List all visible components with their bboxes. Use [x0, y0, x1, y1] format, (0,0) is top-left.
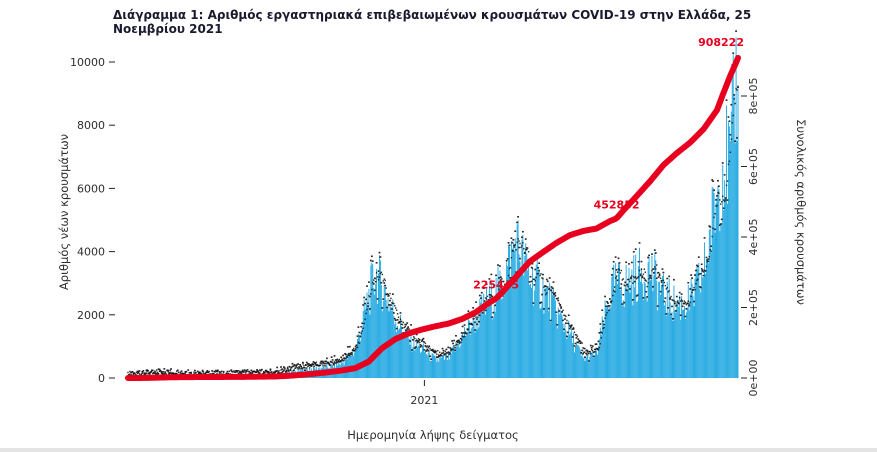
cumulative-annotation: 452852 [594, 198, 640, 211]
right-axis-tick-label: 6e+05 [747, 148, 760, 185]
left-axis-tick-label: 6000 [77, 182, 105, 195]
right-axis-tick-label: 4e+05 [747, 219, 760, 256]
right-axis-tick-label: 0e+00 [747, 360, 760, 397]
axes: 0 2000 4000 6000 8000 10000 0e+00 2e+05 4e+05 6e+… [70, 56, 760, 407]
left-axis-tick-label: 8000 [77, 119, 105, 132]
left-axis-tick-label: 4000 [77, 246, 105, 259]
cumulative-cases-line [125, 54, 741, 381]
annotations: 225445 452852 908222 [473, 36, 744, 292]
daily-cases-bars [127, 37, 739, 379]
right-axis-tick-label: 2e+05 [747, 289, 760, 326]
left-axis-tick-label: 10000 [70, 56, 105, 69]
page-edge [0, 448, 877, 452]
x-axis-tick-label: 2021 [410, 394, 438, 407]
x-axis-title: Ημερομηνία λήψης δείγματος [347, 428, 519, 442]
cumulative-annotation: 225445 [473, 279, 519, 292]
chart-title: Διάγραμμα 1: Αριθμός εργαστηριακά επιβεβ… [113, 8, 752, 36]
left-axis-tick-label: 2000 [77, 309, 105, 322]
left-axis-tick-label: 0 [98, 372, 105, 385]
cumulative-annotation: 908222 [698, 36, 744, 49]
right-axis-tick-label: 8e+05 [747, 78, 760, 115]
